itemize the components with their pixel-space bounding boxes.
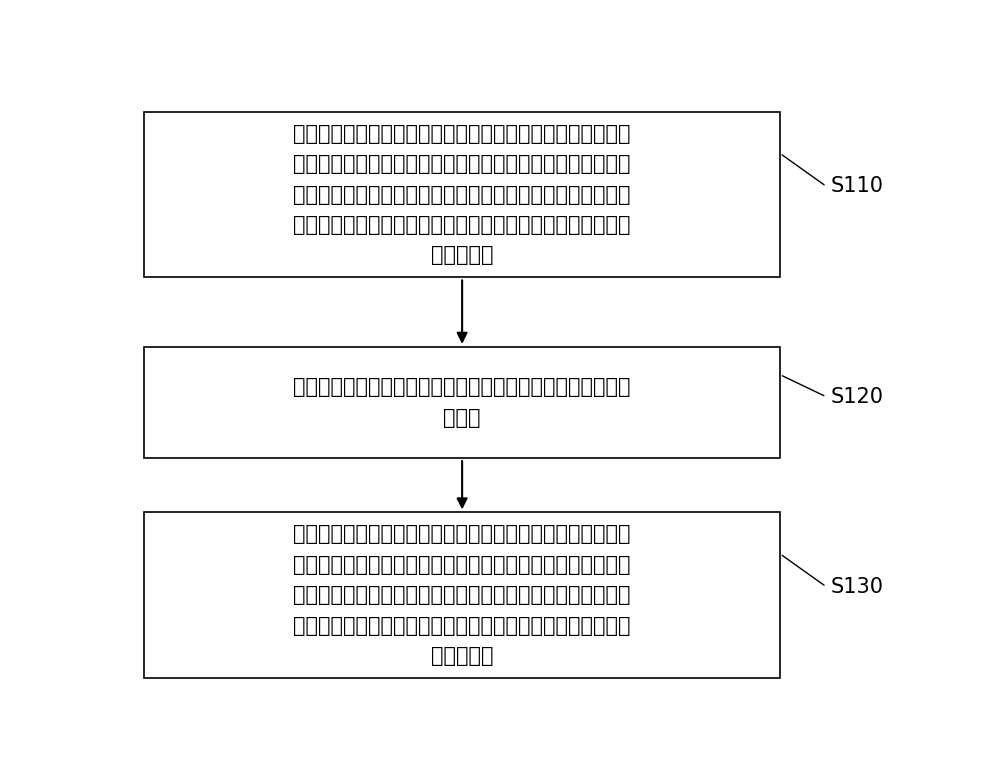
Bar (144, 346, 780, 458)
Text: 按照预定时间向第二芯片发送同步信号，以使所述第二芯片在
接收到所述同步信号时记录所述第二芯片的时钟信号对应的相
位计数值；其中，所述预定时间为发送所述同步信号时: 按照预定时间向第二芯片发送同步信号，以使所述第二芯片在 接收到所述同步信号时记录… (293, 124, 631, 266)
Bar (144, 512, 780, 678)
Text: 获取输出至所述第一芯片管脚的所述同步信号并反馈给所述第
一芯片: 获取输出至所述第一芯片管脚的所述同步信号并反馈给所述第 一芯片 (293, 377, 631, 428)
Text: S110: S110 (830, 177, 883, 196)
Text: S120: S120 (830, 387, 883, 407)
Text: 将收到反馈的所述同步信号时所述第一芯片的相位计数值和所
述预定时间发送至所述第二芯片，以使所述第二芯片根据所述
收到反馈的所述同步信号时所述第一芯片的相位计数值: 将收到反馈的所述同步信号时所述第一芯片的相位计数值和所 述预定时间发送至所述第二… (293, 524, 631, 666)
Text: S130: S130 (830, 577, 883, 597)
Bar (144, 112, 780, 278)
